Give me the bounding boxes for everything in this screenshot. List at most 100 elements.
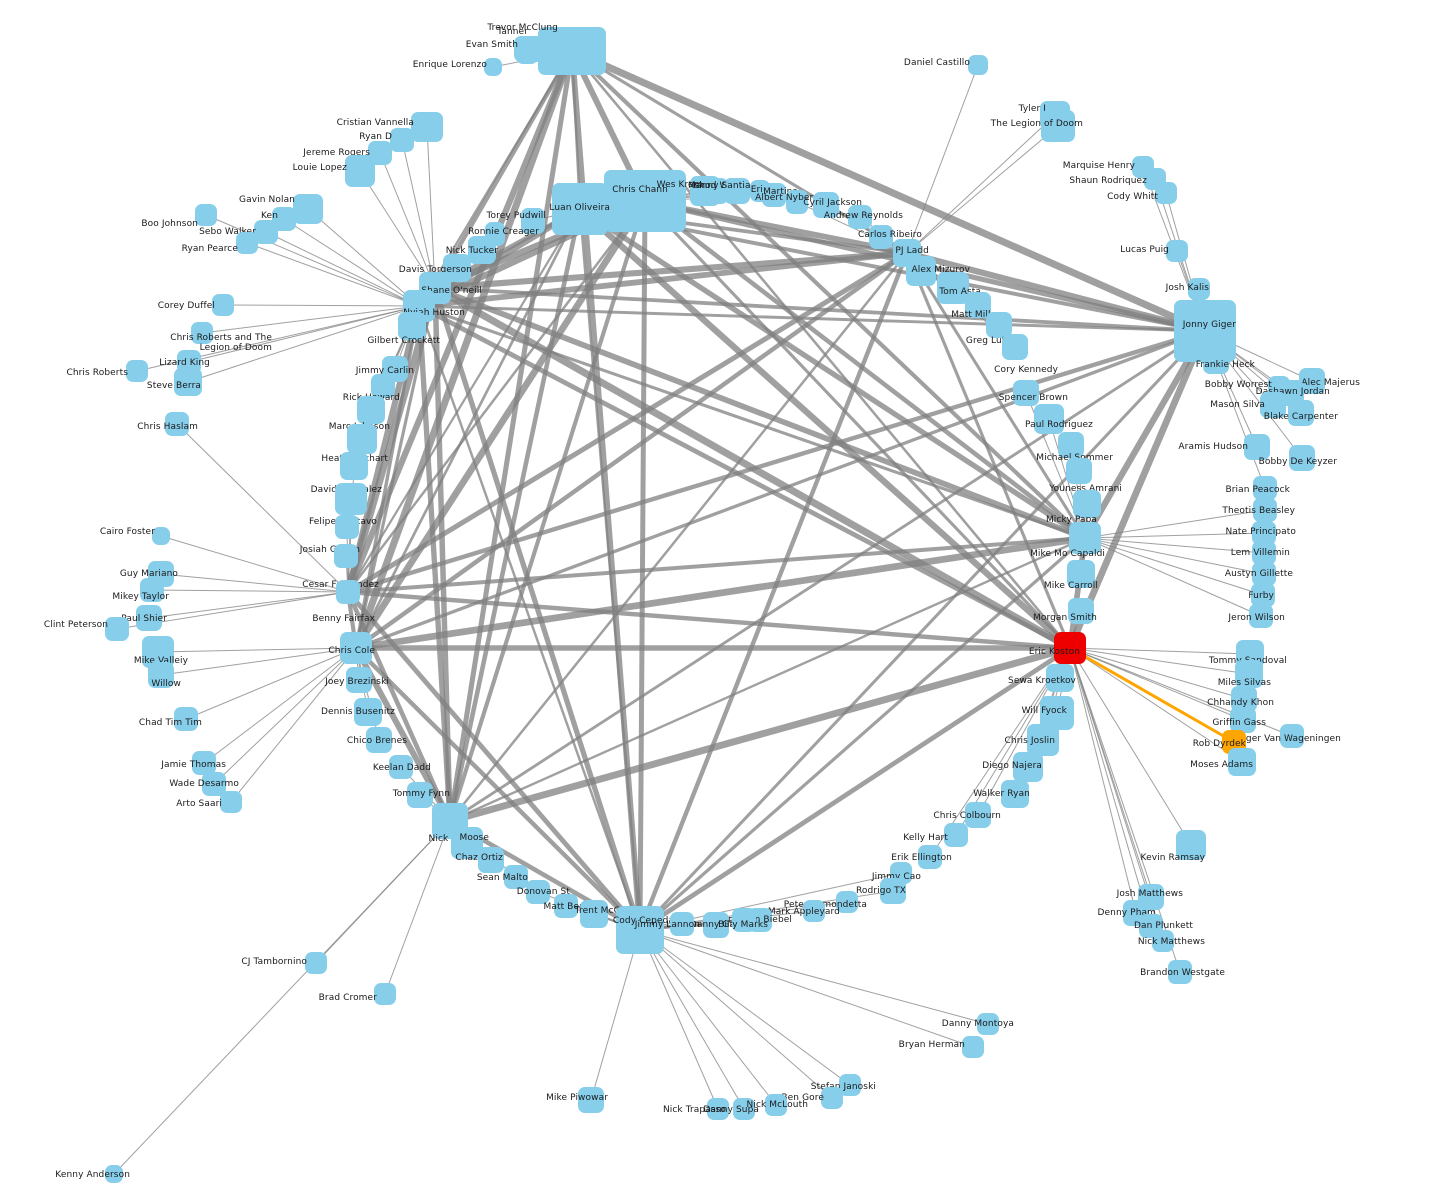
graph-node[interactable] — [977, 1013, 999, 1035]
graph-node[interactable] — [389, 755, 413, 779]
graph-node[interactable] — [1046, 664, 1074, 692]
graph-node[interactable] — [1228, 748, 1256, 776]
graph-node[interactable] — [136, 605, 162, 631]
graph-node[interactable] — [821, 1087, 843, 1109]
graph-node[interactable] — [968, 55, 988, 75]
graph-node[interactable] — [521, 208, 545, 234]
graph-node[interactable] — [578, 1087, 604, 1113]
graph-node[interactable] — [1188, 278, 1210, 300]
graph-node[interactable] — [965, 802, 991, 828]
graph-node[interactable] — [335, 515, 359, 539]
graph-node[interactable] — [148, 662, 174, 688]
graph-node[interactable] — [220, 791, 242, 813]
graph-node[interactable] — [140, 578, 164, 602]
graph-node[interactable] — [1244, 434, 1270, 460]
graph-node[interactable] — [212, 294, 234, 316]
graph-node[interactable] — [906, 256, 936, 286]
graph-node[interactable] — [236, 232, 258, 254]
graph-node[interactable] — [1260, 392, 1286, 418]
graph-node[interactable] — [786, 190, 808, 214]
graph-node[interactable] — [1249, 604, 1273, 628]
graph-node[interactable] — [733, 1098, 755, 1120]
graph-node[interactable] — [1034, 404, 1064, 434]
graph-node[interactable] — [1251, 583, 1275, 607]
graph-node[interactable] — [354, 698, 382, 726]
graph-node[interactable] — [347, 424, 377, 454]
graph-node[interactable] — [340, 632, 372, 664]
graph-node[interactable] — [346, 667, 372, 693]
graph-node[interactable] — [937, 272, 969, 304]
graph-node[interactable] — [724, 178, 750, 204]
graph-node[interactable] — [1280, 724, 1304, 748]
graph-node[interactable] — [580, 900, 608, 928]
graph-node[interactable] — [1067, 560, 1095, 588]
graph-node[interactable] — [504, 865, 528, 889]
graph-node[interactable] — [986, 312, 1012, 338]
graph-node[interactable] — [762, 183, 786, 207]
graph-node[interactable] — [813, 192, 839, 218]
graph-node[interactable] — [538, 27, 606, 75]
graph-node[interactable] — [105, 617, 129, 641]
graph-node[interactable] — [105, 1165, 123, 1183]
graph-node[interactable] — [703, 912, 729, 938]
graph-node[interactable] — [335, 483, 367, 515]
graph-node[interactable] — [1054, 632, 1086, 664]
graph-node[interactable] — [484, 58, 502, 76]
graph-node[interactable] — [702, 178, 728, 204]
graph-node[interactable] — [152, 527, 170, 545]
graph-node[interactable] — [526, 880, 550, 904]
graph-node[interactable] — [126, 360, 148, 382]
graph-node[interactable] — [732, 908, 756, 932]
graph-node[interactable] — [1166, 240, 1188, 262]
graph-node[interactable] — [1058, 432, 1084, 458]
graph-node[interactable] — [848, 205, 872, 229]
graph-node[interactable] — [192, 751, 216, 775]
graph-node[interactable] — [366, 727, 392, 753]
graph-node[interactable] — [880, 878, 906, 904]
graph-node[interactable] — [1068, 598, 1094, 624]
graph-node[interactable] — [1013, 752, 1043, 782]
graph-node[interactable] — [918, 845, 942, 869]
graph-node[interactable] — [670, 912, 694, 936]
graph-node[interactable] — [174, 368, 202, 396]
graph-node[interactable] — [165, 412, 189, 436]
graph-node[interactable] — [765, 1094, 787, 1116]
graph-node[interactable] — [174, 707, 198, 731]
graph-node[interactable] — [1155, 182, 1177, 204]
graph-node[interactable] — [604, 170, 686, 232]
graph-node[interactable] — [305, 952, 327, 974]
graph-node[interactable] — [191, 322, 213, 344]
graph-node[interactable] — [1002, 334, 1028, 360]
graph-node[interactable] — [707, 1098, 729, 1120]
graph-node[interactable] — [839, 1074, 861, 1096]
graph-node[interactable] — [803, 900, 825, 922]
graph-node[interactable] — [836, 891, 858, 913]
graph-node[interactable] — [1027, 724, 1059, 756]
graph-node[interactable] — [1252, 562, 1276, 586]
graph-node[interactable] — [1001, 780, 1029, 808]
graph-node[interactable] — [554, 894, 578, 918]
graph-node[interactable] — [374, 983, 396, 1005]
graph-node[interactable] — [516, 44, 538, 64]
graph-node[interactable] — [962, 1036, 984, 1058]
graph-node[interactable] — [334, 544, 358, 568]
graph-node[interactable] — [1253, 476, 1277, 500]
graph-node[interactable] — [1168, 960, 1192, 984]
graph-node[interactable] — [1152, 930, 1174, 952]
graph-node[interactable] — [1041, 110, 1075, 142]
graph-node[interactable] — [1289, 445, 1315, 471]
graph-node[interactable] — [340, 452, 368, 480]
graph-node[interactable] — [1176, 830, 1206, 860]
graph-node[interactable] — [371, 374, 395, 398]
graph-node[interactable] — [195, 204, 217, 226]
graph-node[interactable] — [411, 112, 443, 142]
graph-node[interactable] — [1013, 380, 1039, 406]
graph-node[interactable] — [944, 823, 968, 847]
graph-node[interactable] — [254, 220, 278, 244]
graph-node[interactable] — [1203, 348, 1229, 374]
graph-node[interactable] — [552, 183, 608, 235]
graph-node[interactable] — [390, 128, 414, 152]
graph-node[interactable] — [345, 155, 375, 187]
graph-node[interactable] — [1069, 522, 1101, 554]
